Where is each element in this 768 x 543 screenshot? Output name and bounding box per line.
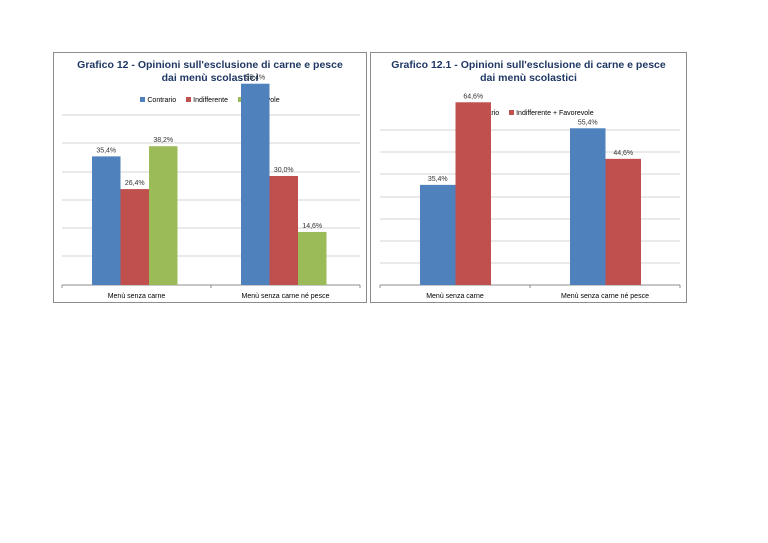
bar xyxy=(269,176,298,285)
data-label: 64,6% xyxy=(463,93,483,100)
chart-plot-area: 35,4% 26,4% 38,2% Menù senza carne 55,4% 30,0… xyxy=(61,75,361,300)
bar xyxy=(120,189,149,285)
chart-title: Grafico 12.1 - Opinioni sull'esclusione … xyxy=(371,59,686,85)
bar xyxy=(92,156,121,285)
x-tick-label: Menù senza carne né pesce xyxy=(242,293,330,300)
legend-swatch xyxy=(186,97,192,102)
x-tick-label: Menù senza carne xyxy=(426,293,484,300)
legend-item-contrario: Contrario xyxy=(140,96,176,105)
data-label: 44,6% xyxy=(613,150,633,157)
legend-swatch xyxy=(509,110,515,115)
bar xyxy=(455,102,491,285)
data-label: 26,4% xyxy=(125,180,145,187)
chart-title: Grafico 12 - Opinioni sull'esclusione di… xyxy=(54,59,366,85)
data-label: 38,2% xyxy=(153,137,173,144)
data-label: 55,4% xyxy=(578,119,598,126)
legend-label: Contrario xyxy=(147,97,177,104)
chart-title-line1: Grafico 12 - Opinioni sull'esclusione di… xyxy=(77,59,343,71)
data-label: 14,6% xyxy=(302,223,322,230)
bar xyxy=(241,83,270,285)
chart-plot-area: 35,4% 64,6% Menù senza carne 55,4% 44,6% Menù… xyxy=(379,93,681,300)
data-label: 55,4% xyxy=(245,75,265,82)
legend-swatch xyxy=(237,97,243,102)
chart-title-line1: Grafico 12.1 - Opinioni sull'esclusione … xyxy=(391,59,666,71)
data-label: 35,4% xyxy=(96,147,116,154)
legend-item-indifferente: Indifferente xyxy=(186,96,228,105)
chart-12: Grafico 12 - Opinioni sull'esclusione di… xyxy=(53,52,367,303)
legend-swatch xyxy=(140,97,146,102)
x-tick-label: Menù senza carne xyxy=(108,293,166,300)
chart-title-line2: dai menù scolastici xyxy=(161,72,259,84)
legend-label: Indifferente xyxy=(193,97,229,104)
bar xyxy=(605,158,641,285)
bar xyxy=(420,184,456,285)
x-tick-label: Menù senza carne né pesce xyxy=(561,293,649,300)
legend-item-indifferente-favorevole: Indifferente + Favorevole xyxy=(509,109,594,118)
chart-12-1: Grafico 12.1 - Opinioni sull'esclusione … xyxy=(370,52,687,303)
bar xyxy=(298,231,327,285)
bar xyxy=(149,146,178,285)
legend-label: Indifferente + Favorevole xyxy=(516,110,594,117)
chart-title-line2: dai menù scolastici xyxy=(480,72,577,84)
bar xyxy=(570,128,606,285)
data-label: 35,4% xyxy=(428,176,448,183)
data-label: 30,0% xyxy=(274,167,294,174)
